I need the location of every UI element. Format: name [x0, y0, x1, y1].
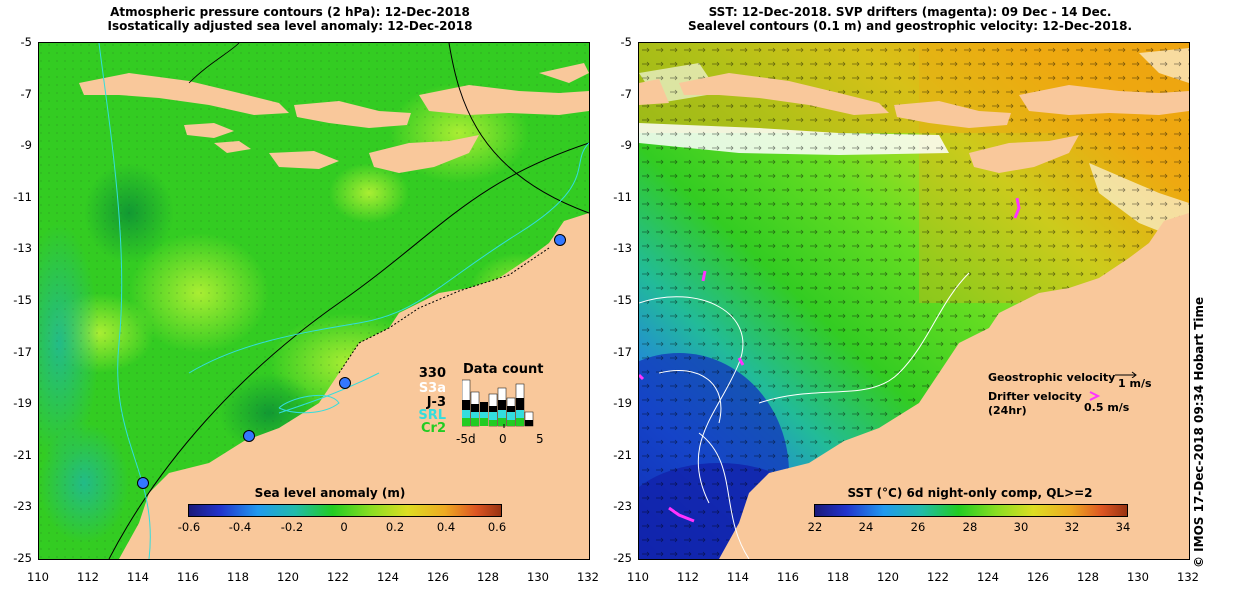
- left-map[interactable]: [38, 42, 590, 560]
- drifter-label-line2: (24hr): [988, 404, 1027, 417]
- right-y-tick: -19: [613, 396, 632, 411]
- right-cbar-label: 24: [858, 520, 874, 534]
- left-cbar-label: -0.2: [280, 520, 304, 534]
- left-colorbar-title: Sea level anomaly (m): [254, 486, 406, 500]
- data-count-axis-zero: 0: [499, 432, 507, 446]
- right-colorbar-title: SST (°C) 6d night-only comp, QL>=2: [847, 486, 1093, 500]
- left-cbar-label: -0.6: [177, 520, 201, 534]
- left-x-tick: 112: [77, 570, 99, 584]
- drifter-arrow-icon: [1089, 391, 1101, 401]
- right-map[interactable]: [638, 42, 1190, 560]
- right-y-tick: -17: [613, 344, 632, 359]
- left-x-tick: 122: [327, 570, 349, 584]
- right-y-tick: -13: [613, 241, 632, 256]
- geostrophic-scale: 1 m/s: [1118, 377, 1152, 390]
- left-y-tick: -9: [20, 138, 32, 153]
- left-y-tick: -19: [13, 396, 32, 411]
- right-x-tick: 116: [777, 570, 799, 584]
- right-x-tick: 132: [1177, 570, 1199, 584]
- right-title-line1: SST: 12-Dec-2018. SVP drifters (magenta)…: [708, 5, 1112, 19]
- right-cbar-label: 34: [1115, 520, 1131, 534]
- right-y-tick: -5: [620, 35, 632, 49]
- right-y-tick: -23: [613, 499, 632, 514]
- left-y-tick: -21: [13, 447, 32, 462]
- left-x-tick: 132: [577, 570, 599, 584]
- right-x-tick: 130: [1127, 570, 1149, 584]
- data-count-axis-start: -5d: [456, 432, 476, 446]
- data-count-histogram: [462, 379, 534, 428]
- left-colorbar: [188, 504, 502, 517]
- left-cbar-label: 0.2: [385, 520, 405, 534]
- left-y-tick: -25: [13, 551, 32, 565]
- right-x-tick: 114: [727, 570, 749, 584]
- geostrophic-label: Geostrophic velocity: [988, 371, 1116, 384]
- mission-s3a: S3a: [418, 381, 446, 396]
- right-x-tick: 112: [677, 570, 699, 584]
- left-y-tick: -5: [20, 35, 32, 49]
- data-count-total: 330: [418, 366, 446, 381]
- left-x-tick: 114: [127, 570, 149, 584]
- left-y-tick: -17: [13, 344, 32, 359]
- left-x-tick: 118: [227, 570, 249, 584]
- right-cbar-label: 22: [807, 520, 823, 534]
- right-cbar-label: 30: [1013, 520, 1029, 534]
- mission-srl: SRL: [418, 408, 446, 423]
- left-x-tick: 128: [477, 570, 499, 584]
- right-x-tick: 110: [627, 570, 649, 584]
- left-cbar-label: -0.4: [228, 520, 252, 534]
- right-x-tick: 126: [1027, 570, 1049, 584]
- right-y-tick: -9: [620, 138, 632, 153]
- left-y-tick: -7: [20, 86, 32, 101]
- left-x-tick: 130: [527, 570, 549, 584]
- left-y-tick: -15: [13, 293, 32, 307]
- left-x-tick: 110: [27, 570, 49, 584]
- left-cbar-label: 0.6: [487, 520, 507, 534]
- drifter-label-line1: Drifter velocity: [988, 390, 1082, 403]
- right-x-tick: 118: [827, 570, 849, 584]
- right-y-tick: -7: [620, 86, 632, 101]
- right-cbar-label: 32: [1064, 520, 1080, 534]
- left-y-tick: -13: [13, 241, 32, 256]
- right-cbar-label: 26: [910, 520, 926, 534]
- left-x-tick: 126: [427, 570, 449, 584]
- right-x-tick: 128: [1077, 570, 1099, 584]
- right-colorbar: [814, 504, 1128, 517]
- drifter-scale: 0.5 m/s: [1084, 401, 1130, 414]
- left-y-tick: -23: [13, 499, 32, 514]
- right-title-line2: Sealevel contours (0.1 m) and geostrophi…: [688, 19, 1132, 33]
- left-title-line2: Isostatically adjusted sea level anomaly…: [107, 19, 473, 33]
- right-cbar-label: 28: [962, 520, 978, 534]
- left-cbar-label: 0.4: [436, 520, 456, 534]
- mission-j3: J-3: [426, 395, 446, 410]
- data-count-title: Data count: [463, 362, 544, 377]
- left-title-line1: Atmospheric pressure contours (2 hPa): 1…: [110, 5, 470, 19]
- left-cbar-label: 0: [340, 520, 348, 534]
- right-y-tick: -11: [613, 189, 632, 204]
- left-x-tick: 120: [277, 570, 299, 584]
- right-x-tick: 120: [877, 570, 899, 584]
- right-x-tick: 124: [977, 570, 999, 584]
- right-y-tick: -15: [613, 293, 632, 307]
- imos-credit: © IMOS 17-Dec-2018 09:34 Hobart Time: [1192, 296, 1206, 568]
- data-count-axis-end: 5: [536, 432, 544, 446]
- left-x-tick: 116: [177, 570, 199, 584]
- right-y-tick: -21: [613, 447, 632, 462]
- left-y-tick: -11: [13, 189, 32, 204]
- left-x-tick: 124: [377, 570, 399, 584]
- mission-cr2: Cr2: [421, 421, 446, 436]
- geostrophic-arrow-icon: [1115, 371, 1137, 378]
- right-y-tick: -25: [613, 551, 632, 565]
- right-x-tick: 122: [927, 570, 949, 584]
